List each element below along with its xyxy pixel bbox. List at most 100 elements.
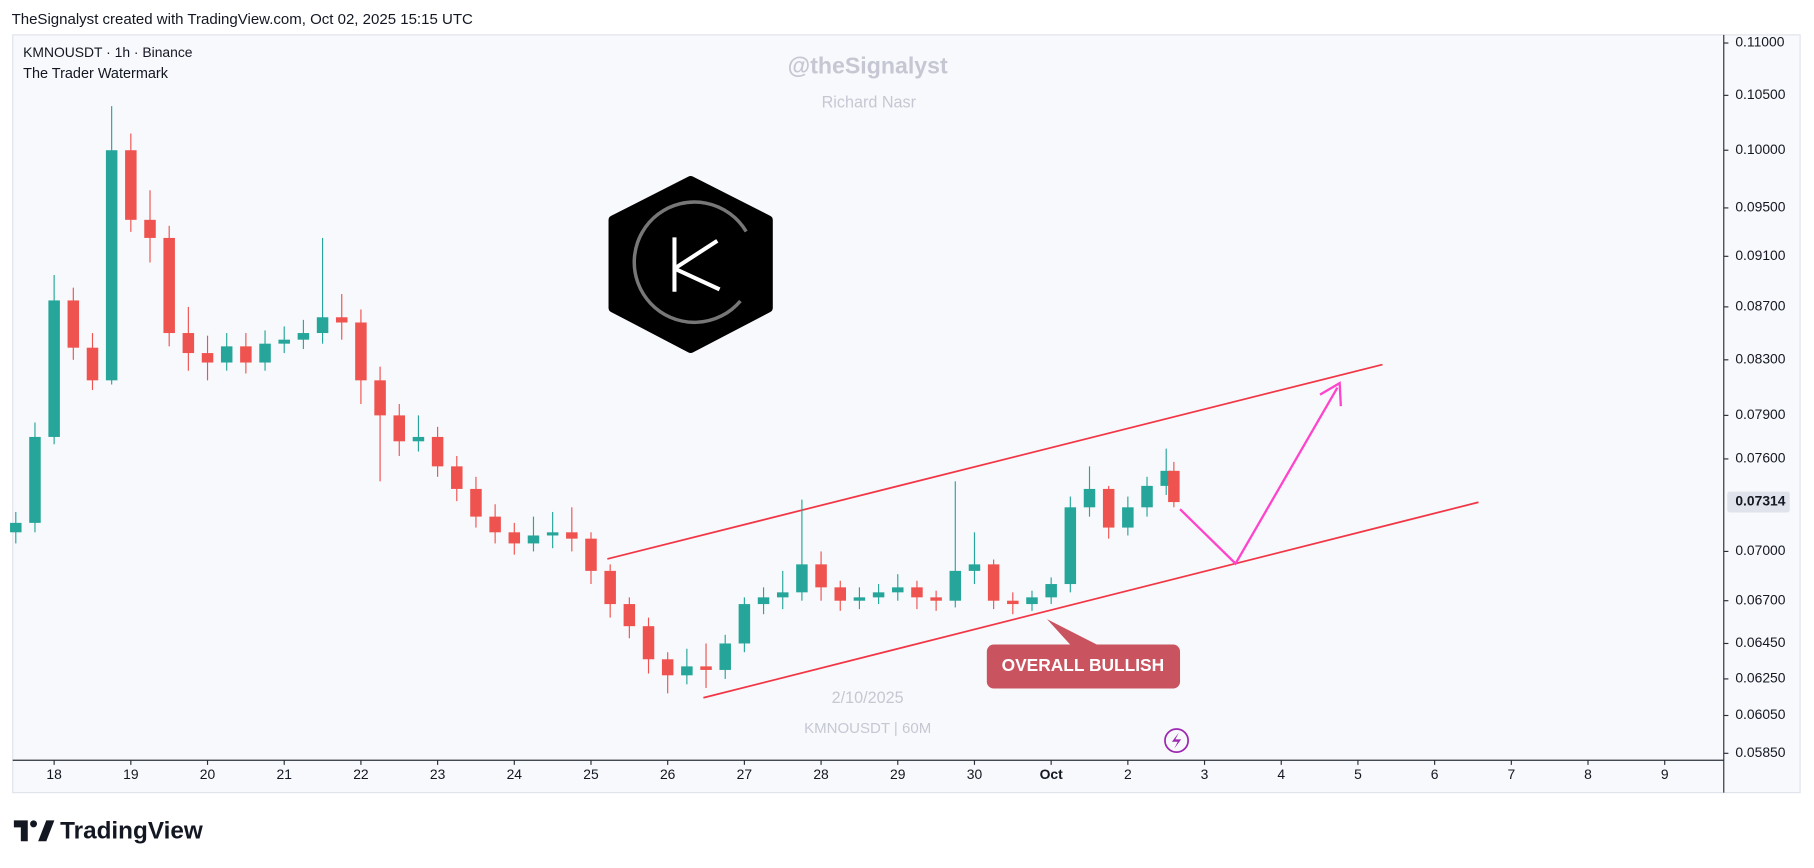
x-tick-label: 29 [890, 766, 906, 782]
candle-body [451, 466, 463, 489]
candle-body [1160, 470, 1172, 486]
y-tick-label: 0.09500 [1735, 199, 1785, 215]
candle-body [29, 436, 41, 523]
candle-body [48, 300, 60, 437]
y-tick-label: 0.08300 [1735, 350, 1785, 366]
y-tick-label: 0.07900 [1735, 406, 1785, 422]
brand-mark [13, 820, 28, 842]
brand-name: TradingView [60, 817, 203, 844]
x-tick-label: 27 [737, 766, 753, 782]
candle-body [1141, 485, 1153, 508]
channel-upper [607, 363, 1383, 560]
brand-logo: TradingView [13, 817, 203, 844]
y-tick-label: 0.06700 [1735, 591, 1785, 607]
watermark: @theSignalyst [788, 52, 948, 78]
alert-icon [1164, 728, 1189, 754]
candle-body [297, 333, 310, 340]
y-tick-label: 0.07600 [1735, 450, 1785, 466]
x-tick-label: 18 [46, 766, 62, 782]
watermark: Richard Nasr [822, 93, 917, 111]
x-tick-label: 26 [660, 766, 676, 782]
x-tick-label: 23 [430, 766, 446, 782]
candle-body [853, 597, 866, 601]
chart-frame [12, 34, 1801, 794]
logo [608, 176, 773, 354]
candle-body [1026, 597, 1038, 605]
candle-body [470, 488, 482, 517]
y-tick-label: 0.06450 [1735, 634, 1785, 650]
candle-body [412, 436, 425, 442]
candle-body [144, 219, 156, 238]
candle-body [10, 522, 22, 533]
y-tick-label: 0.10500 [1735, 86, 1785, 102]
candle-body [661, 659, 674, 676]
candle-body [642, 626, 655, 660]
logo-k [673, 239, 719, 271]
brand-mark [30, 820, 38, 828]
candle-body [527, 535, 540, 544]
candle-body [240, 346, 252, 363]
candle-body [566, 532, 578, 539]
y-tick-label: 0.06050 [1735, 706, 1785, 722]
candle-body [1122, 507, 1134, 528]
y-tick-label: 0.06250 [1735, 670, 1785, 686]
candle-body [930, 597, 942, 601]
x-tick-label: 24 [507, 766, 523, 782]
candle-body [546, 532, 559, 536]
x-tick-label: 28 [813, 766, 829, 782]
candle-body [700, 666, 712, 670]
candle-body [393, 415, 406, 442]
candle-body [1045, 584, 1057, 598]
candle-body [719, 643, 731, 670]
y-tick-label: 0.10000 [1735, 141, 1785, 157]
candle-body [259, 343, 271, 363]
candle-body [374, 380, 386, 416]
candle-body [987, 564, 1000, 601]
candle-body [1007, 600, 1019, 605]
candle-body [585, 538, 597, 571]
candle-body [335, 317, 348, 323]
x-tick-label: Oct [1040, 766, 1064, 782]
candle-body [681, 666, 693, 676]
brand-mark [38, 820, 55, 842]
symbol-title: KMNOUSDT · 1h · Binance [23, 44, 193, 60]
watermark: 2/10/2025 [832, 689, 904, 707]
last-price-box [1727, 491, 1790, 513]
candle-body [1102, 488, 1115, 528]
channel-lower [703, 501, 1479, 699]
y-tick-label: 0.08700 [1735, 298, 1785, 314]
candle-body [508, 532, 521, 544]
candle-body [757, 597, 770, 605]
x-tick-label: 22 [353, 766, 369, 782]
x-tick-label: 21 [277, 766, 293, 782]
callout-text: OVERALL BULLISH [1002, 655, 1165, 675]
x-tick-label: 8 [1584, 766, 1592, 782]
x-tick-label: 20 [200, 766, 216, 782]
x-tick-label: 7 [1507, 766, 1515, 782]
candle-body [834, 587, 847, 601]
x-tick-label: 6 [1431, 766, 1439, 782]
candle-body [623, 604, 636, 627]
indicator-title: The Trader Watermark [23, 66, 169, 82]
candle-body [968, 564, 981, 571]
x-tick-label: 4 [1277, 766, 1285, 782]
candle-body [815, 564, 827, 588]
candle-body [201, 353, 214, 363]
header: TheSignalyst created with TradingView.co… [12, 11, 473, 28]
alert-bolt [1171, 732, 1182, 749]
candle-body [872, 592, 885, 598]
candle-body [105, 150, 118, 381]
x-tick-label: 25 [583, 766, 599, 782]
y-tick-label: 0.07000 [1735, 542, 1785, 558]
candle-body [738, 604, 751, 644]
candle-body [776, 592, 789, 598]
callout-box [986, 644, 1181, 689]
candle-body [431, 436, 444, 467]
y-tick-label: 0.05850 [1735, 744, 1785, 760]
x-tick-label: 3 [1201, 766, 1209, 782]
x-tick-label: 5 [1354, 766, 1362, 782]
candle-body [86, 347, 99, 381]
candle-body [949, 570, 962, 601]
